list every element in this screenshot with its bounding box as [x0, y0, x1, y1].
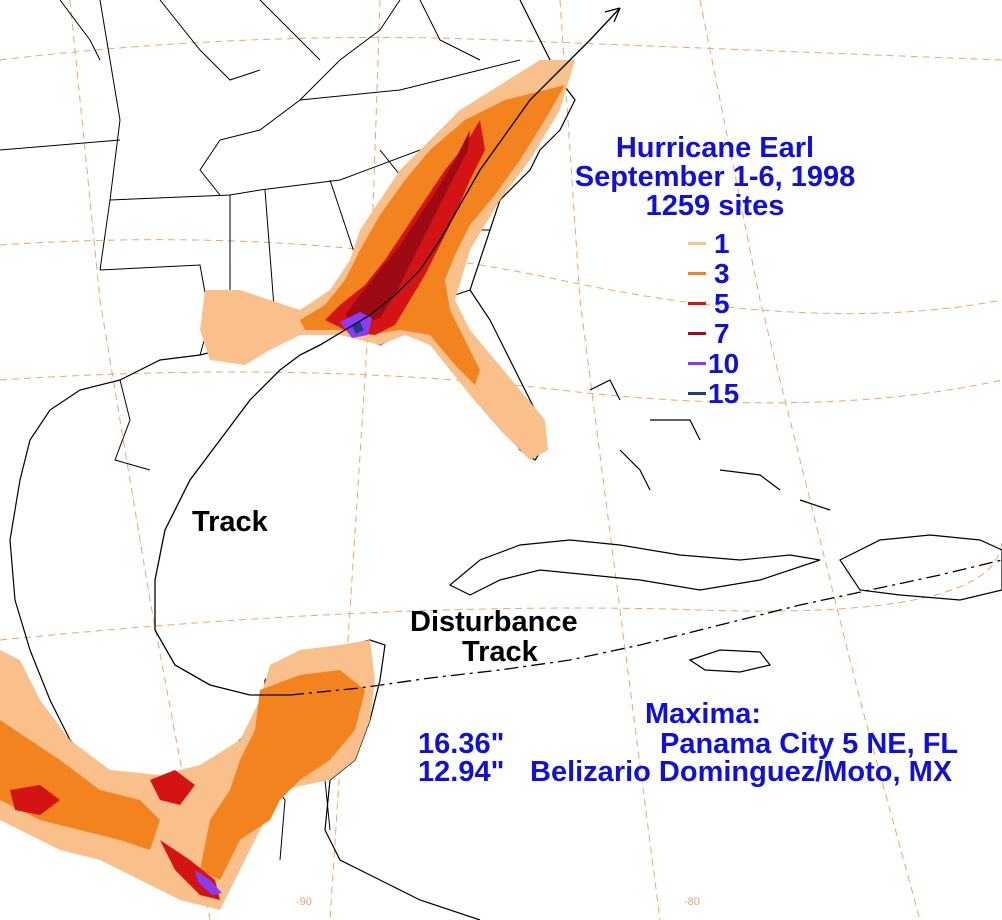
track-label: Track [192, 506, 268, 538]
disturbance-track-label: Track [462, 636, 538, 668]
rain-us-5in [325, 120, 485, 335]
maxima-location-2: Belizario Dominguez/Moto, MX [530, 756, 953, 788]
legend-swatch [688, 332, 706, 335]
rainfall-shading [0, 60, 575, 910]
storm-dates: September 1-6, 1998 [574, 161, 856, 193]
rain-us-7in [345, 130, 470, 325]
site-count: 1259 sites [645, 190, 785, 222]
rain-mx-5in-b [10, 785, 60, 815]
storm-name: Hurricane Earl [615, 132, 815, 164]
rain-mx-10in [195, 870, 222, 895]
rain-mx-3in [200, 670, 365, 880]
legend-label: 1 [714, 228, 730, 259]
legend-label: 10 [708, 348, 740, 379]
maxima-value-1: 16.36" [418, 728, 505, 760]
map-title: Hurricane Earl September 1-6, 1998 1259 … [560, 134, 870, 221]
arrow-head [604, 7, 621, 23]
rain-us-15in [352, 322, 364, 334]
legend-label: 15 [708, 378, 740, 409]
rain-mx-5in [150, 770, 195, 805]
legend-swatch [688, 302, 706, 305]
maxima-heading: Maxima: [645, 698, 762, 730]
legend-swatch [688, 272, 706, 275]
disturbance-track [289, 559, 1002, 696]
rain-mx-3in-b [0, 720, 160, 850]
disturbance-label: Disturbance [410, 606, 578, 638]
legend-swatch [688, 242, 706, 245]
legend-label: 5 [714, 288, 730, 319]
lon-label: -80 [684, 896, 700, 908]
maxima-value-2: 12.94" [418, 756, 505, 788]
legend-label: 3 [714, 258, 730, 289]
storm-tracks [154, 7, 1002, 696]
maxima-location-1: Panama City 5 NE, FL [660, 728, 959, 760]
legend-swatch [688, 362, 706, 365]
legend-swatch [688, 392, 706, 395]
hurricane-track [154, 7, 621, 696]
lon-label: -90 [296, 896, 312, 908]
legend-label: 7 [714, 318, 730, 349]
